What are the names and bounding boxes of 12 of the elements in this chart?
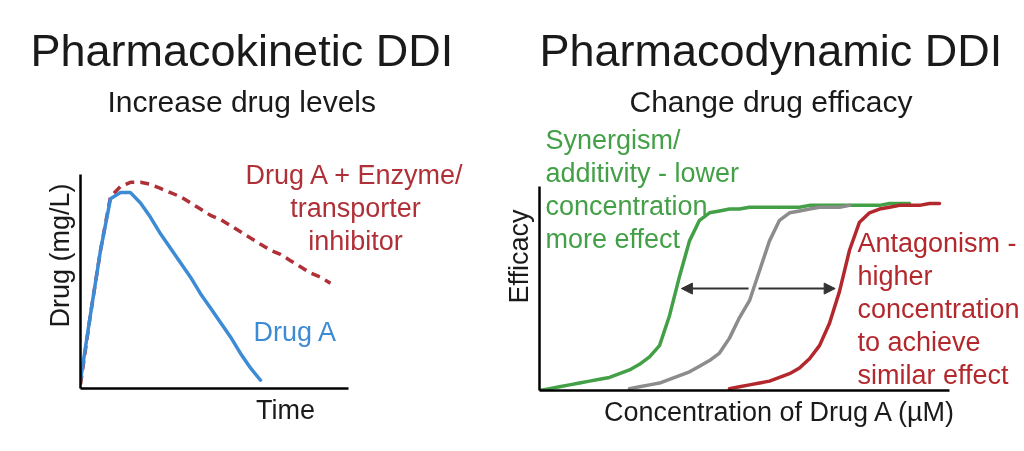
- series-label: Drug A + Enzyme/ transporter inhibitor: [245, 159, 463, 256]
- y-axis-title: Efficacy: [503, 208, 534, 304]
- chart-title: Pharmacodynamic DDI: [539, 24, 1003, 76]
- series-label: Drug A: [253, 317, 337, 348]
- x-axis-title: Concentration of Drug A (µM): [603, 396, 955, 427]
- series-label: Antagonism - higher concentration to achieve similar effect: [857, 227, 1020, 390]
- chart-subtitle: Increase drug levels: [107, 84, 376, 118]
- chart-subtitle: Change drug efficacy: [629, 84, 913, 118]
- series-label: Synergism/ additivity - lower concentration more effect: [545, 124, 740, 254]
- y-axis-title: Drug (mg/L): [44, 183, 75, 328]
- x-axis-title: Time: [256, 394, 315, 425]
- chart-title: Pharmacokinetic DDI: [30, 24, 454, 76]
